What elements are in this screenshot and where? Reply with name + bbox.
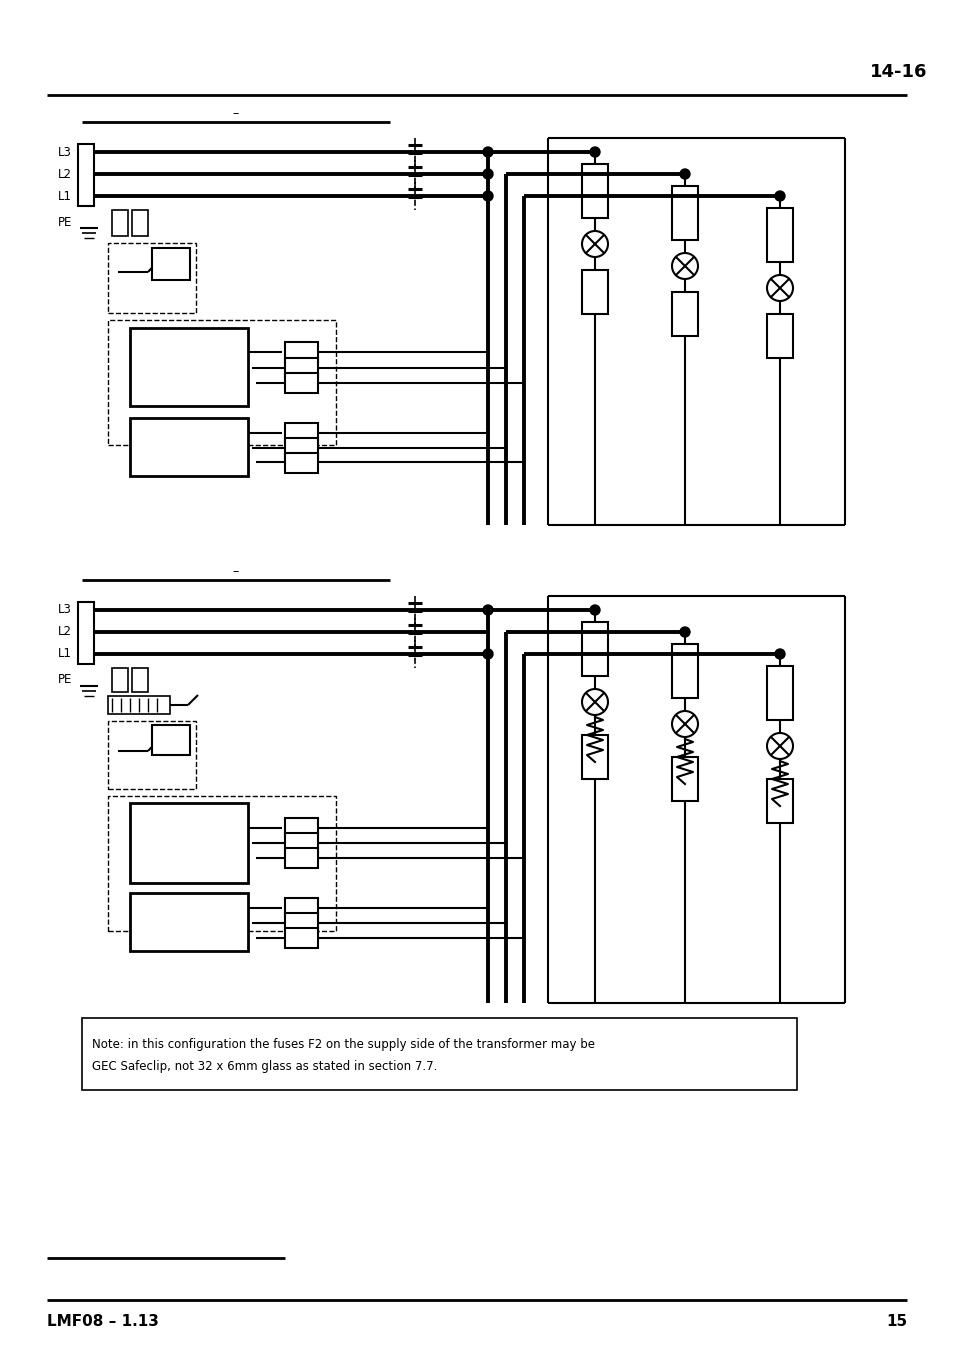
- Bar: [766, 208, 792, 262]
- Bar: [285, 898, 317, 919]
- Text: L2: L2: [58, 626, 71, 638]
- Circle shape: [766, 733, 792, 759]
- Bar: [285, 453, 317, 473]
- Bar: [581, 165, 607, 219]
- Circle shape: [679, 169, 689, 179]
- Bar: [285, 849, 317, 867]
- Text: L3: L3: [58, 603, 71, 616]
- Bar: [78, 166, 94, 179]
- Circle shape: [671, 254, 698, 279]
- Bar: [112, 668, 128, 692]
- Bar: [671, 186, 698, 240]
- Text: PE: PE: [58, 673, 72, 687]
- Circle shape: [581, 689, 607, 715]
- Text: –: –: [232, 108, 238, 120]
- Bar: [285, 438, 317, 459]
- Circle shape: [766, 275, 792, 301]
- Bar: [78, 144, 94, 206]
- Bar: [130, 418, 248, 476]
- Bar: [130, 803, 248, 884]
- Text: LMF08 – 1.13: LMF08 – 1.13: [47, 1314, 159, 1330]
- Circle shape: [482, 192, 493, 201]
- Text: –: –: [232, 565, 238, 579]
- Bar: [78, 188, 94, 202]
- Bar: [285, 928, 317, 948]
- Bar: [112, 210, 128, 236]
- Bar: [766, 666, 792, 720]
- Bar: [285, 374, 317, 393]
- Bar: [130, 328, 248, 406]
- Bar: [285, 913, 317, 934]
- Text: L1: L1: [58, 648, 71, 661]
- Circle shape: [482, 604, 493, 615]
- Circle shape: [482, 169, 493, 179]
- Bar: [581, 270, 607, 314]
- Bar: [152, 248, 190, 281]
- Text: 15: 15: [885, 1314, 906, 1330]
- Bar: [581, 622, 607, 676]
- Bar: [132, 210, 148, 236]
- Bar: [108, 243, 195, 313]
- Bar: [285, 343, 317, 362]
- Bar: [285, 424, 317, 442]
- Text: PE: PE: [58, 216, 72, 228]
- Text: Note: in this configuration the fuses F2 on the supply side of the transformer m: Note: in this configuration the fuses F2…: [91, 1037, 595, 1051]
- Bar: [78, 602, 94, 616]
- Text: GEC Safeclip, not 32 x 6mm glass as stated in section 7.7.: GEC Safeclip, not 32 x 6mm glass as stat…: [91, 1060, 436, 1072]
- Circle shape: [774, 649, 784, 660]
- Bar: [671, 643, 698, 697]
- Bar: [78, 144, 94, 158]
- Bar: [108, 720, 195, 789]
- Circle shape: [589, 147, 599, 156]
- Bar: [285, 357, 317, 378]
- Circle shape: [482, 147, 493, 156]
- Bar: [108, 320, 335, 445]
- Bar: [78, 646, 94, 660]
- Bar: [671, 757, 698, 801]
- Bar: [78, 602, 94, 664]
- Circle shape: [774, 192, 784, 201]
- Bar: [132, 668, 148, 692]
- Bar: [152, 724, 190, 755]
- Bar: [285, 817, 317, 838]
- Circle shape: [671, 711, 698, 737]
- Circle shape: [482, 649, 493, 660]
- Bar: [285, 832, 317, 853]
- Circle shape: [589, 604, 599, 615]
- Text: 14-16: 14-16: [869, 63, 926, 81]
- Bar: [108, 796, 335, 931]
- Bar: [130, 893, 248, 951]
- Text: L2: L2: [58, 167, 71, 181]
- Bar: [766, 778, 792, 823]
- Bar: [581, 735, 607, 778]
- Circle shape: [581, 231, 607, 258]
- Circle shape: [679, 627, 689, 637]
- Bar: [82, 1018, 796, 1090]
- Bar: [108, 696, 170, 714]
- Bar: [671, 291, 698, 336]
- Text: L3: L3: [58, 146, 71, 158]
- Text: L1: L1: [58, 189, 71, 202]
- Bar: [78, 625, 94, 638]
- Bar: [766, 314, 792, 357]
